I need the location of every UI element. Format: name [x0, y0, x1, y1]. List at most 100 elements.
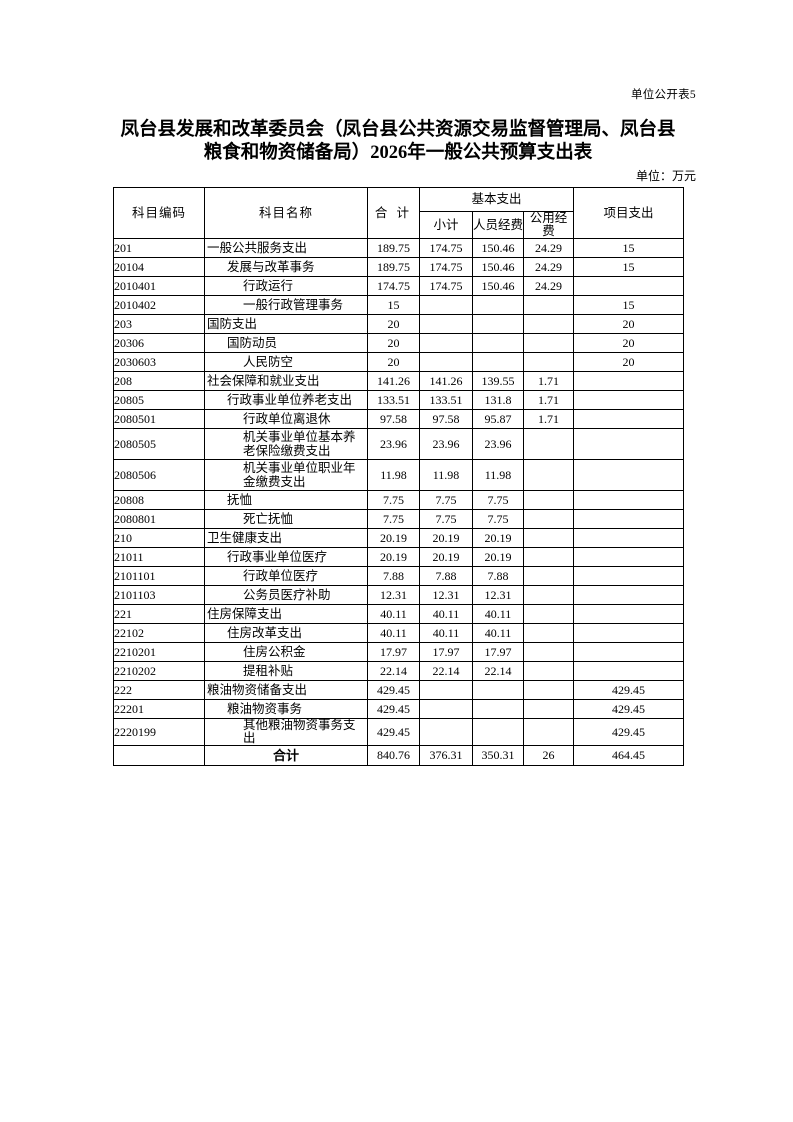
- cell-project: 20: [573, 352, 685, 372]
- cell-project: [573, 566, 685, 586]
- total-row-public: 26: [522, 745, 575, 766]
- column-header-code: 科目编码: [113, 187, 205, 239]
- cell-public: [522, 699, 575, 719]
- cell-project: [573, 547, 685, 567]
- cell-personnel: 7.75: [472, 509, 524, 529]
- cell-subtotal: 174.75: [419, 276, 473, 296]
- cell-public: [522, 295, 575, 315]
- cell-subject-code: 2010401: [113, 276, 205, 296]
- cell-public: [522, 547, 575, 567]
- cell-subtotal: 7.75: [419, 509, 473, 529]
- cell-total: 40.11: [367, 604, 420, 624]
- cell-subject-name: 行政运行: [204, 276, 368, 296]
- cell-public: 1.71: [522, 371, 575, 391]
- cell-personnel: 7.88: [472, 566, 524, 586]
- table-row: 221 住房保障支出 40.11 40.11 40.11: [113, 604, 685, 624]
- cell-subject-code: 2210201: [113, 642, 205, 662]
- column-header-personnel: 人员经费: [472, 211, 524, 239]
- cell-total: 22.14: [367, 661, 420, 681]
- cell-project: 429.45: [573, 680, 685, 700]
- table-footer: 合计 840.76 376.31 350.31 26 464.45: [113, 745, 685, 766]
- cell-public: 24.29: [522, 276, 575, 296]
- cell-personnel: [472, 295, 524, 315]
- cell-total: 189.75: [367, 238, 420, 258]
- cell-subject-name: 机关事业单位基本养老保险缴费支出: [204, 428, 368, 460]
- cell-total: 189.75: [367, 257, 420, 277]
- cell-public: [522, 604, 575, 624]
- cell-project: [573, 509, 685, 529]
- cell-subject-name: 一般公共服务支出: [204, 238, 368, 258]
- cell-personnel: 131.8: [472, 390, 524, 410]
- cell-subject-code: 2030603: [113, 352, 205, 372]
- cell-project: [573, 428, 685, 460]
- cell-public: [522, 623, 575, 643]
- cell-subject-code: 2101101: [113, 566, 205, 586]
- cell-subtotal: 40.11: [419, 623, 473, 643]
- table-header: 科目编码 科目名称 合 计 基本支出 项目支出 小计 人员经费 公用经费: [113, 187, 685, 239]
- cell-subject-name: 机关事业单位职业年金缴费支出: [204, 459, 368, 491]
- unit-label: 单位：万元: [635, 169, 696, 183]
- table-row: 2080506 机关事业单位职业年金缴费支出 11.98 11.98 11.98: [113, 459, 685, 491]
- cell-total: 20.19: [367, 528, 420, 548]
- cell-subject-name: 行政单位医疗: [204, 566, 368, 586]
- cell-subtotal: 23.96: [419, 428, 473, 460]
- cell-subject-code: 221: [113, 604, 205, 624]
- cell-public: 1.71: [522, 390, 575, 410]
- cell-subject-code: 22102: [113, 623, 205, 643]
- cell-subject-name: 其他粮油物资事务支出: [204, 718, 368, 746]
- cell-public: [522, 680, 575, 700]
- table-row: 2030603 人民防空 20 20: [113, 352, 685, 372]
- total-row-label: 合计: [204, 745, 368, 766]
- cell-subtotal: 97.58: [419, 409, 473, 429]
- table-row: 20104 发展与改革事务 189.75 174.75 150.46 24.29 15: [113, 257, 685, 277]
- cell-total: 40.11: [367, 623, 420, 643]
- cell-subtotal: [419, 295, 473, 315]
- cell-subtotal: [419, 680, 473, 700]
- table-row: 2101101 行政单位医疗 7.88 7.88 7.88: [113, 566, 685, 586]
- cell-public: [522, 314, 575, 334]
- cell-project: [573, 459, 685, 491]
- cell-personnel: 40.11: [472, 623, 524, 643]
- table-row: 2010401 行政运行 174.75 174.75 150.46 24.29: [113, 276, 685, 296]
- cell-subtotal: [419, 333, 473, 353]
- cell-personnel: 95.87: [472, 409, 524, 429]
- cell-public: [522, 585, 575, 605]
- cell-subtotal: 7.88: [419, 566, 473, 586]
- cell-subject-code: 201: [113, 238, 205, 258]
- cell-subject-code: 2220199: [113, 718, 205, 746]
- cell-total: 23.96: [367, 428, 420, 460]
- total-row-personnel: 350.31: [472, 745, 524, 766]
- cell-total: 429.45: [367, 718, 420, 746]
- cell-project: 20: [573, 333, 685, 353]
- sheet-label: 单位公开表5: [630, 89, 696, 101]
- table-row: 20805 行政事业单位养老支出 133.51 133.51 131.8 1.71: [113, 390, 685, 410]
- cell-subject-name: 公务员医疗补助: [204, 585, 368, 605]
- cell-project: [573, 490, 685, 510]
- cell-total: 133.51: [367, 390, 420, 410]
- column-header-subtotal: 小计: [419, 211, 473, 239]
- cell-subject-name: 卫生健康支出: [204, 528, 368, 548]
- cell-personnel: 23.96: [472, 428, 524, 460]
- cell-public: [522, 509, 575, 529]
- cell-subject-name: 住房保障支出: [204, 604, 368, 624]
- cell-personnel: 11.98: [472, 459, 524, 491]
- cell-total: 20: [367, 314, 420, 334]
- table-row: 20306 国防动员 20 20: [113, 333, 685, 353]
- column-header-public: 公用经费: [522, 211, 575, 239]
- cell-subject-code: 2080506: [113, 459, 205, 491]
- total-row-subtotal: 376.31: [419, 745, 473, 766]
- cell-subtotal: 174.75: [419, 238, 473, 258]
- cell-personnel: 20.19: [472, 547, 524, 567]
- cell-project: [573, 661, 685, 681]
- cell-subject-name: 死亡抚恤: [204, 509, 368, 529]
- cell-subtotal: 22.14: [419, 661, 473, 681]
- cell-subtotal: 17.97: [419, 642, 473, 662]
- cell-personnel: 150.46: [472, 257, 524, 277]
- cell-subject-code: 2101103: [113, 585, 205, 605]
- column-header-total: 合 计: [367, 187, 420, 239]
- cell-subject-code: 2080501: [113, 409, 205, 429]
- table-row: 20808 抚恤 7.75 7.75 7.75: [113, 490, 685, 510]
- cell-subject-name: 抚恤: [204, 490, 368, 510]
- table-row: 2210201 住房公积金 17.97 17.97 17.97: [113, 642, 685, 662]
- cell-total: 429.45: [367, 680, 420, 700]
